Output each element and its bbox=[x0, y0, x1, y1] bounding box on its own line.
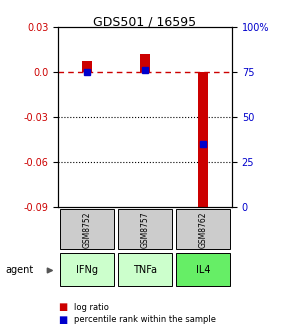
Text: log ratio: log ratio bbox=[74, 303, 109, 312]
Bar bbox=[198, 72, 208, 210]
FancyBboxPatch shape bbox=[176, 209, 230, 249]
Text: TNFa: TNFa bbox=[133, 265, 157, 275]
Text: IFNg: IFNg bbox=[76, 265, 98, 275]
Text: agent: agent bbox=[6, 265, 34, 276]
Text: IL4: IL4 bbox=[196, 265, 210, 275]
Text: GDS501 / 16595: GDS501 / 16595 bbox=[93, 15, 197, 28]
Text: ■: ■ bbox=[58, 302, 67, 312]
Bar bbox=[140, 54, 150, 72]
FancyBboxPatch shape bbox=[60, 253, 114, 286]
Text: GSM8757: GSM8757 bbox=[140, 211, 150, 248]
FancyBboxPatch shape bbox=[118, 253, 172, 286]
Text: GSM8752: GSM8752 bbox=[82, 211, 92, 248]
Bar bbox=[82, 61, 92, 72]
Text: percentile rank within the sample: percentile rank within the sample bbox=[74, 316, 216, 324]
FancyBboxPatch shape bbox=[118, 209, 172, 249]
Text: ■: ■ bbox=[58, 315, 67, 325]
Text: GSM8762: GSM8762 bbox=[198, 211, 208, 248]
FancyBboxPatch shape bbox=[60, 209, 114, 249]
FancyBboxPatch shape bbox=[176, 253, 230, 286]
